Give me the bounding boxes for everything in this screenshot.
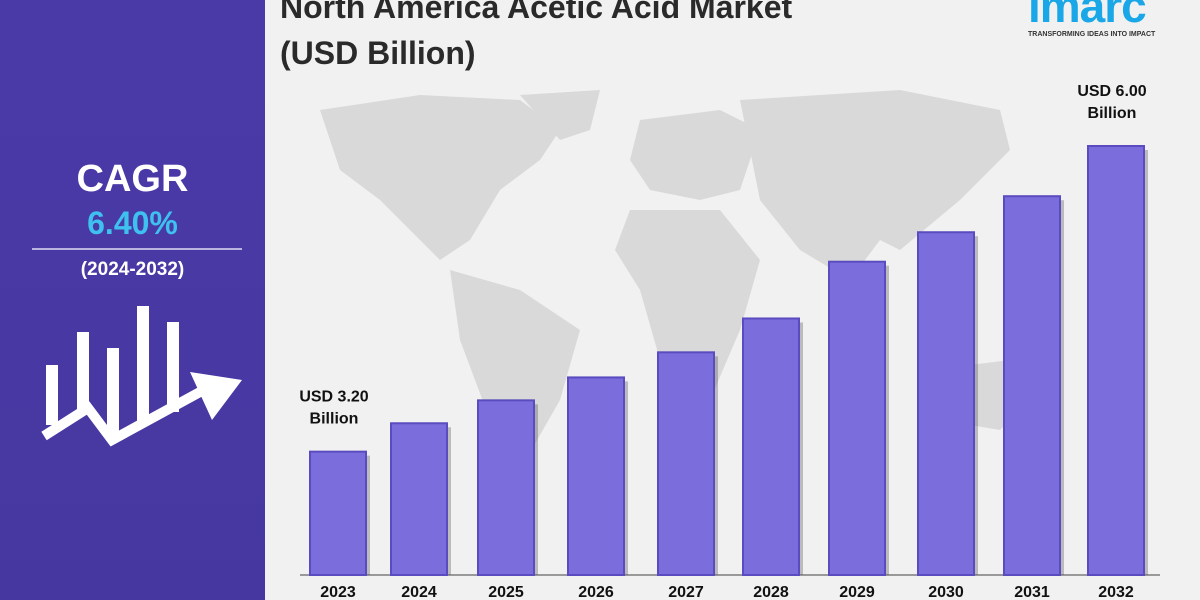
data-label: USD 6.00 (1077, 83, 1146, 100)
bar-2025 (477, 399, 535, 576)
x-tick-label: 2028 (753, 584, 789, 600)
bar-2032 (1087, 145, 1145, 576)
title-line-1: North America Acetic Acid Market (280, 0, 793, 25)
cagr-label: CAGR (76, 158, 189, 200)
title-line-2: (USD Billion) (280, 35, 476, 71)
bar-2023 (309, 450, 367, 577)
cagr-value: 6.40% (87, 205, 178, 241)
x-tick-label: 2025 (488, 584, 524, 600)
x-tick-label: 2030 (928, 584, 964, 600)
imarc-logo: imarc (1028, 0, 1147, 32)
logo-tagline: TRANSFORMING IDEAS INTO IMPACT (1028, 31, 1156, 38)
bar-2031 (1003, 195, 1061, 576)
bar-2028 (742, 317, 800, 576)
bar-2029 (828, 260, 886, 576)
x-tick-label: 2027 (668, 584, 704, 600)
data-label-unit: Billion (1088, 105, 1137, 122)
x-tick-label: 2026 (578, 584, 614, 600)
left-panel: CAGR 6.40% (2024-2032) (0, 0, 265, 600)
chart-title: North America Acetic Acid Market (USD Bi… (280, 0, 792, 76)
x-tick-label: 2029 (839, 584, 875, 600)
data-label: USD 3.20 (299, 389, 368, 406)
bar-2027 (657, 351, 715, 577)
bar-growth-arrow-icon (41, 306, 242, 447)
divider (32, 248, 242, 250)
bar-2026 (567, 376, 625, 577)
cagr-period: (2024-2032) (80, 259, 185, 280)
bar-2030 (917, 231, 975, 577)
x-tick-label: 2031 (1014, 584, 1050, 600)
x-tick-label: 2023 (320, 584, 356, 600)
x-tick-label: 2024 (401, 584, 437, 600)
data-label-unit: Billion (310, 411, 359, 428)
x-tick-label: 2032 (1098, 584, 1134, 600)
bar-2024 (390, 422, 448, 576)
